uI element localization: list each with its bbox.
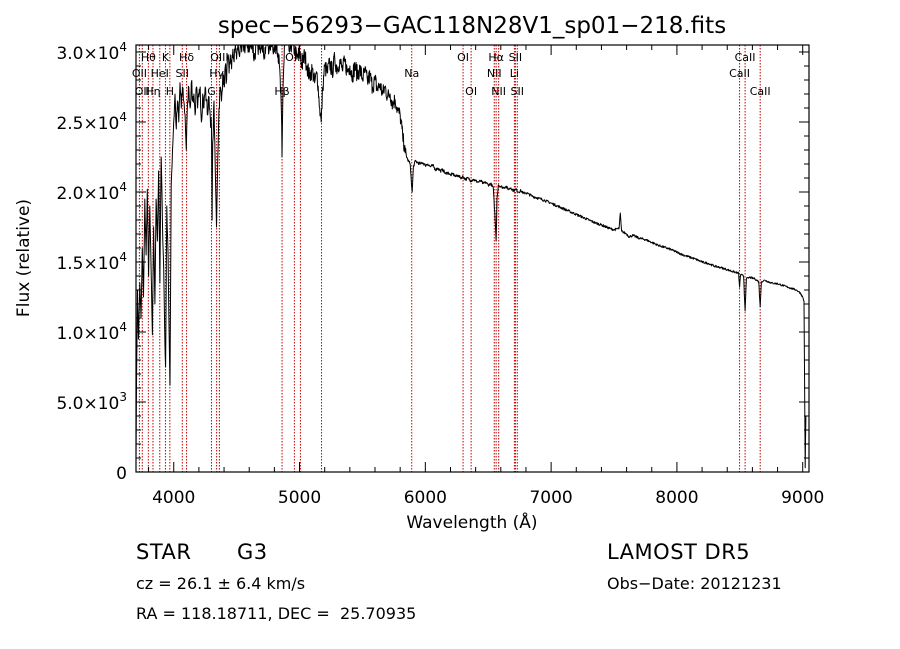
line-label-22: Li (510, 67, 519, 80)
line-label-24: SII (511, 85, 524, 98)
y-tick-label-0: 0 (116, 464, 127, 484)
line-label-20: Hα (488, 51, 504, 64)
observation-date: Obs−Date: 20121231 (607, 574, 782, 593)
line-label-3: Hη (145, 85, 160, 98)
x-tick-label-4: 8000 (655, 488, 698, 508)
line-label-1: OII (135, 85, 150, 98)
x-tick-label-0: 4000 (152, 488, 195, 508)
line-label-26: CaII (735, 51, 756, 64)
y-axis: 0 5.0×103 1.0×104 1.5×104 2.0×104 2.5×104 3.0×… (56, 40, 809, 484)
line-label-9: G (207, 85, 216, 98)
object-subclass: G3 (237, 540, 268, 564)
line-label-11: OIII (210, 51, 228, 64)
object-class: STAR (136, 540, 192, 564)
line-label-6: H (166, 85, 174, 98)
x-axis: 4000 5000 6000 7000 8000 9000 (148, 45, 824, 508)
y-tick-label-5: 2.5×104 (56, 110, 127, 134)
plot-frame (135, 44, 810, 473)
y-tick-label-2: 1.0×104 (56, 320, 127, 344)
line-label-13: OIII (285, 51, 303, 64)
y-tick-label-3: 1.5×104 (56, 250, 127, 274)
survey-name: LAMOST DR5 (607, 540, 751, 564)
line-label-16: Na (404, 67, 419, 80)
line-label-0: OII (132, 67, 147, 80)
sky-coordinates: RA = 118.18711, DEC = 25.70935 (136, 604, 417, 623)
line-label-18: OI (465, 85, 477, 98)
line-label-7: SII (176, 67, 189, 80)
line-label-5: K (162, 51, 170, 64)
x-tick-label-5: 9000 (781, 488, 824, 508)
line-label-12: Hβ (274, 85, 289, 98)
line-label-21: NII (491, 85, 506, 98)
y-axis-label: Flux (relative) (14, 199, 34, 317)
emission-line-markers (138, 45, 761, 472)
x-tick-label-2: 6000 (404, 488, 447, 508)
line-label-8: Hδ (179, 51, 194, 64)
chart-title: spec−56293−GAC118N28V1_sp01−218.fits (218, 13, 726, 39)
y-tick-label-4: 2.0×104 (56, 180, 127, 204)
x-tick-label-1: 5000 (278, 488, 321, 508)
line-label-4: HeI (151, 67, 169, 80)
redshift-velocity: cz = 26.1 ± 6.4 km/s (136, 574, 306, 593)
line-label-2: Hθ (141, 51, 156, 64)
y-tick-label-6: 3.0×104 (56, 40, 127, 64)
emission-line-labels: OIIOIIHθHηHeIKHSIIHδGHγOIIIHβOIIINaOIOIN… (132, 51, 771, 98)
line-label-25: CaII (729, 67, 750, 80)
line-label-17: OI (457, 51, 469, 64)
x-tick-label-3: 7000 (529, 488, 572, 508)
line-label-10: Hγ (209, 67, 224, 80)
x-axis-label: Wavelength (Å) (406, 511, 537, 533)
y-tick-label-1: 5.0×103 (56, 390, 127, 414)
line-label-27: CaII (750, 85, 771, 98)
line-label-23: SII (509, 51, 522, 64)
line-label-19: NII (487, 67, 502, 80)
